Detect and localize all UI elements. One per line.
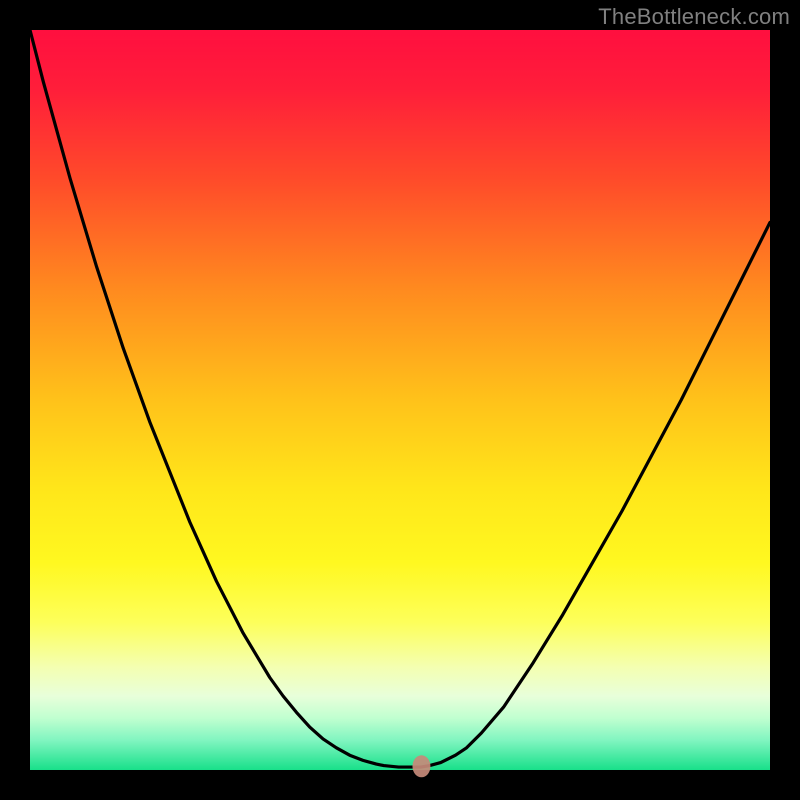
bottleneck-chart — [0, 0, 800, 800]
watermark-text: TheBottleneck.com — [598, 4, 790, 30]
optimal-point-marker — [412, 755, 430, 777]
chart-container: TheBottleneck.com — [0, 0, 800, 800]
